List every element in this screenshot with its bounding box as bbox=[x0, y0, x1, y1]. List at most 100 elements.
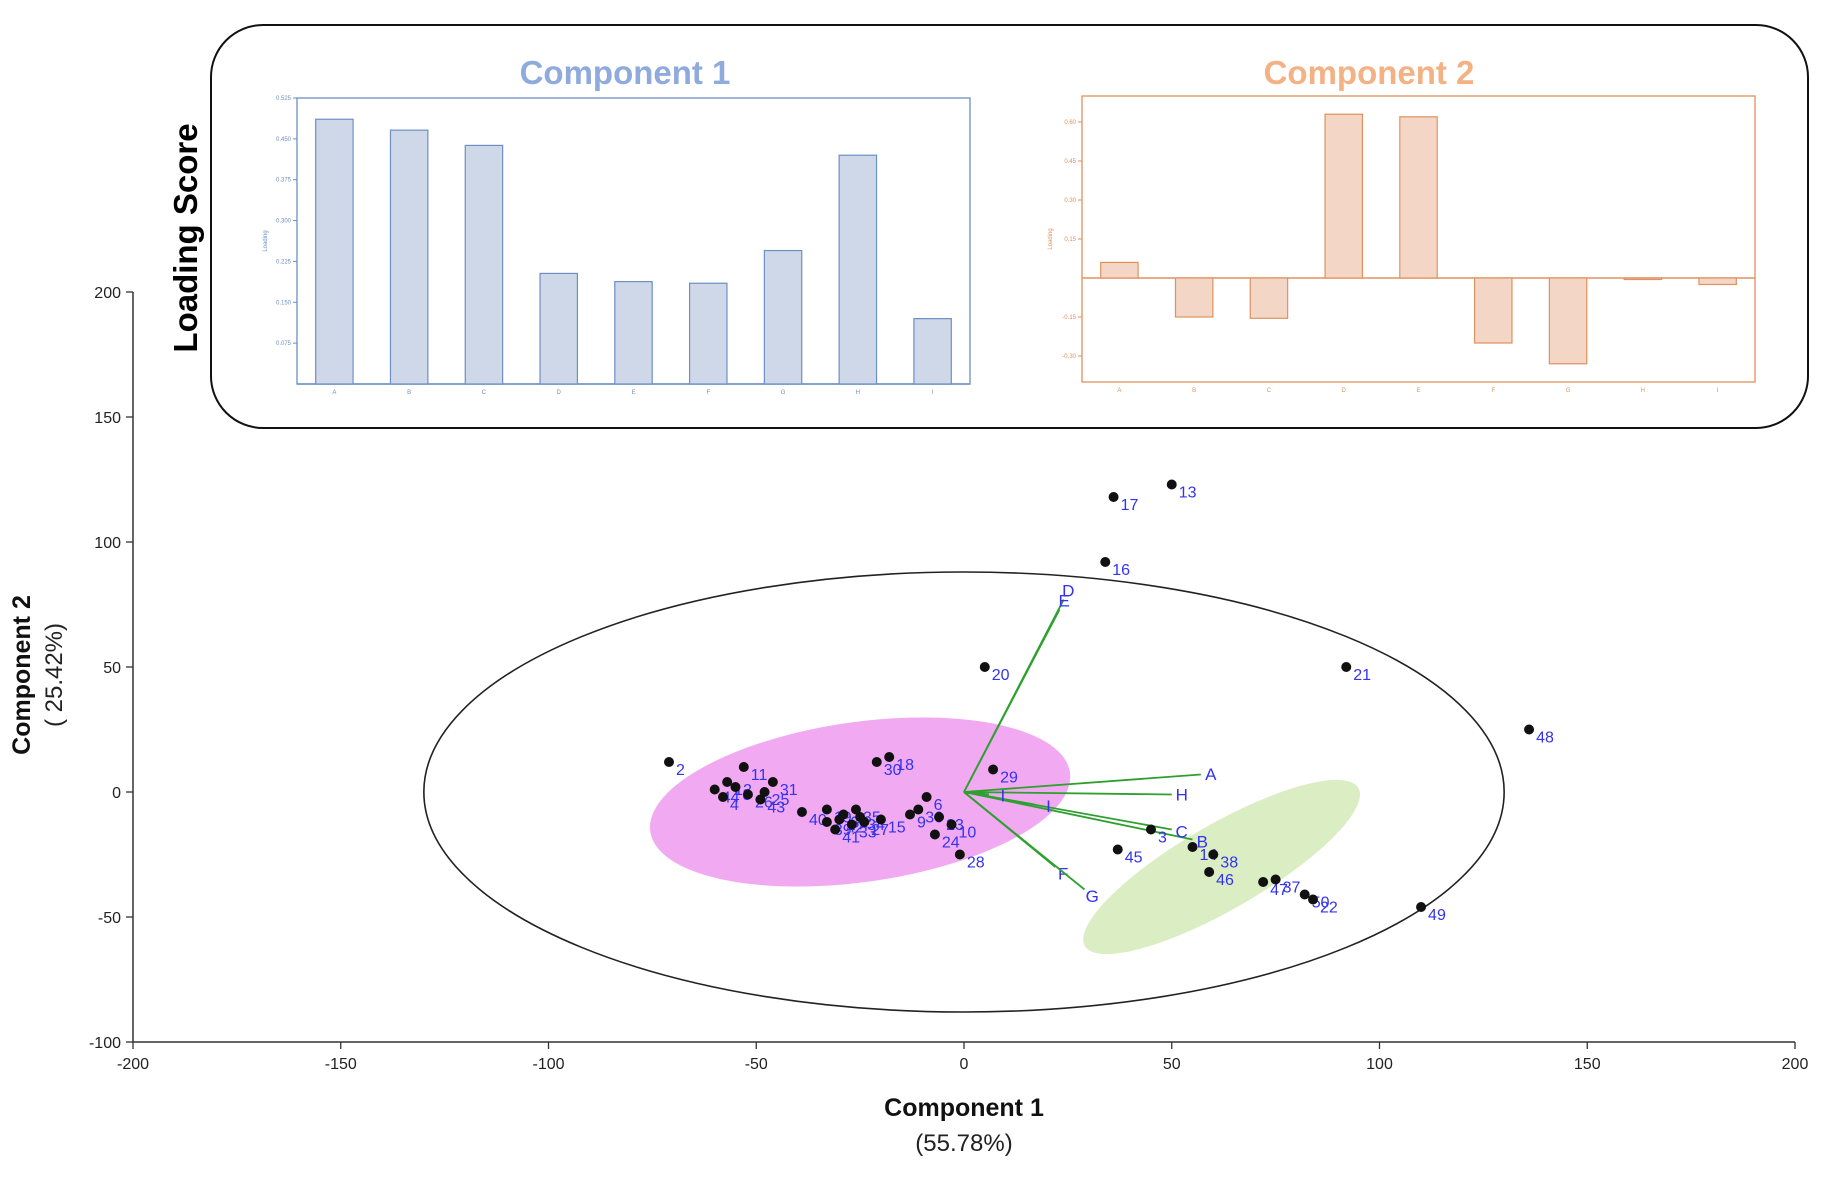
bar-y-tick-label: 0.525 bbox=[276, 96, 292, 102]
loading-vector-label: I bbox=[1046, 797, 1051, 816]
bar-G bbox=[1548, 277, 1588, 365]
loading-vector-label: F bbox=[1058, 864, 1068, 883]
ellipse-group-magenta bbox=[649, 717, 1071, 887]
bar-y-tick-label: 0.45 bbox=[1064, 159, 1076, 165]
bar-chart-component-1: A B C D E F G H I 0.075 0.150 0.225 0.300 0.375 0.450 0… bbox=[263, 96, 971, 396]
score-point bbox=[759, 787, 770, 797]
bar-category-label: G bbox=[1566, 388, 1571, 394]
score-point bbox=[1145, 824, 1156, 835]
bar-category-label: A bbox=[1117, 388, 1121, 394]
bar-y-tick-label: -0.30 bbox=[1062, 354, 1076, 360]
bar-F bbox=[1473, 277, 1513, 344]
score-point bbox=[767, 777, 778, 787]
bar-chart-1-title: Component 1 bbox=[520, 54, 731, 91]
score-point bbox=[738, 762, 749, 772]
score-point-label: 3 bbox=[1158, 830, 1167, 847]
bar-category-label: F bbox=[1491, 388, 1495, 394]
score-point bbox=[1341, 662, 1352, 672]
score-point bbox=[1299, 889, 1310, 900]
score-point bbox=[709, 784, 720, 795]
bar-chart-2-title: Component 2 bbox=[1264, 54, 1475, 91]
loading-vector bbox=[963, 791, 1086, 891]
score-point bbox=[730, 782, 741, 792]
y-tick-label: -50 bbox=[98, 910, 121, 927]
ellipse-group-green bbox=[1083, 779, 1360, 955]
score-point bbox=[1308, 894, 1319, 905]
x-tick-label: -50 bbox=[745, 1056, 768, 1073]
x-tick-label: 200 bbox=[1782, 1056, 1809, 1073]
score-point-label: 15 bbox=[888, 820, 906, 837]
y-axis-subtitle: ( 25.42%) bbox=[41, 623, 68, 727]
loading-panel-heading: Loading Score bbox=[167, 123, 204, 352]
bar-y-tick-label: 0.15 bbox=[1064, 237, 1076, 243]
score-point bbox=[1524, 724, 1535, 735]
x-axis-subtitle: (55.78%) bbox=[915, 1130, 1012, 1157]
score-point bbox=[1270, 874, 1281, 885]
bar-y-tick-label: 0.150 bbox=[276, 300, 292, 306]
loading-panel bbox=[210, 24, 1809, 429]
x-axis-title: Component 1 bbox=[884, 1094, 1044, 1122]
score-point-label: 30 bbox=[884, 762, 902, 779]
x-tick-label: -200 bbox=[117, 1056, 149, 1073]
score-point bbox=[821, 804, 832, 815]
y-tick-label: 0 bbox=[112, 785, 121, 802]
y-tick-label: 150 bbox=[94, 410, 121, 427]
score-point bbox=[946, 819, 957, 830]
score-point-label: 46 bbox=[1216, 872, 1234, 889]
bar-B bbox=[389, 129, 429, 385]
score-point-label: 21 bbox=[1353, 667, 1371, 684]
bar-H bbox=[1623, 277, 1663, 281]
score-point-label: 31 bbox=[780, 782, 798, 799]
x-tick-label: 0 bbox=[960, 1056, 969, 1073]
bar-category-label: G bbox=[781, 390, 786, 396]
y-axis-title: Component 2 bbox=[8, 595, 36, 755]
score-point bbox=[884, 752, 895, 762]
score-point bbox=[929, 829, 940, 840]
score-point bbox=[722, 777, 733, 787]
bar-category-label: C bbox=[1267, 388, 1272, 394]
bar-G bbox=[763, 249, 803, 385]
score-points: 2444128112643253140193941423233343527301… bbox=[663, 479, 1554, 924]
bar-category-label: H bbox=[1641, 388, 1645, 394]
score-point bbox=[1258, 877, 1269, 887]
group-ellipses bbox=[423, 571, 1505, 1013]
score-point-label: 49 bbox=[1428, 907, 1446, 924]
bar-y-tick-label: 0.450 bbox=[276, 137, 292, 143]
score-point-label: 45 bbox=[1125, 850, 1143, 867]
score-point-label: 24 bbox=[942, 835, 960, 852]
score-point-label: 9 bbox=[917, 815, 926, 832]
score-point bbox=[859, 817, 870, 827]
score-point-label: 4 bbox=[730, 797, 739, 814]
score-point-label: 17 bbox=[1121, 497, 1139, 514]
score-point bbox=[1204, 867, 1215, 877]
score-point bbox=[830, 824, 841, 835]
bar-y-tick-label: -0.15 bbox=[1062, 315, 1076, 321]
score-point-label: 25 bbox=[772, 792, 790, 809]
bar-category-label: E bbox=[1416, 388, 1420, 394]
bar-A bbox=[315, 118, 354, 385]
loading-vector bbox=[963, 609, 1061, 793]
loading-vector bbox=[963, 791, 990, 796]
score-point-label: 37 bbox=[1283, 880, 1301, 897]
bar-E bbox=[1399, 116, 1438, 279]
bar-y-tick-label: 0.60 bbox=[1064, 120, 1076, 126]
score-point bbox=[979, 662, 990, 672]
x-tick-label: 100 bbox=[1366, 1056, 1393, 1073]
bar-C bbox=[464, 144, 504, 385]
bar-chart-component-2: A B C D E F G H I 0.60 0.45 0.30 0.15 -0.15 -0.30 Loadi… bbox=[1048, 95, 1756, 394]
bar-A bbox=[1100, 261, 1139, 279]
loading-vector-label: C bbox=[1175, 822, 1187, 841]
score-point bbox=[838, 809, 849, 820]
score-point-label: 38 bbox=[1220, 855, 1238, 872]
score-point-label: 22 bbox=[1320, 900, 1338, 917]
x-tick-label: 50 bbox=[1163, 1056, 1181, 1073]
x-tick-label: -150 bbox=[325, 1056, 357, 1073]
score-point bbox=[988, 764, 999, 775]
x-tick-label: -100 bbox=[532, 1056, 564, 1073]
bar-C bbox=[1249, 277, 1289, 319]
loading-vector-label: B bbox=[1197, 833, 1208, 852]
score-point bbox=[850, 804, 861, 815]
score-point-label: 18 bbox=[896, 757, 914, 774]
loading-vector-label: D bbox=[1062, 582, 1074, 601]
score-point bbox=[663, 757, 674, 767]
